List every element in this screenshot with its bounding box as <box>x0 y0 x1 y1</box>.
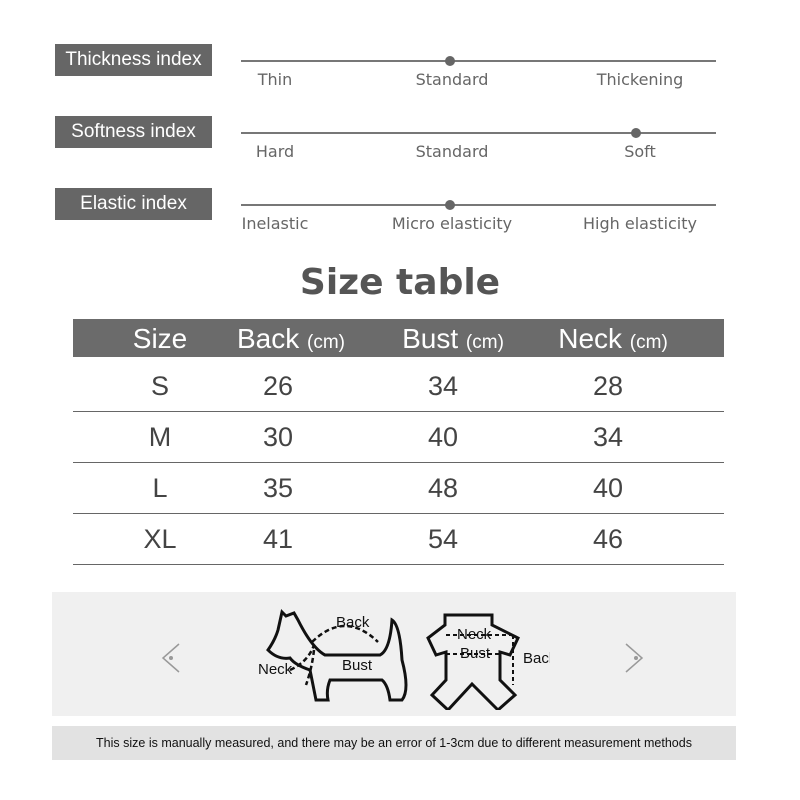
index-option: Thin <box>257 70 293 89</box>
index-scale: Thickness index Thin Standard Thickening <box>0 44 800 104</box>
column-header: Back (cm) <box>236 323 346 354</box>
dog-back-label: Back <box>336 614 370 631</box>
column-header: Neck (cm) <box>558 323 668 354</box>
index-scale: Softness index Hard Standard Soft <box>0 116 800 176</box>
table-cell: 54 <box>427 524 459 554</box>
table-cell: S <box>150 371 170 401</box>
table-row: XL 41 54 46 <box>73 514 724 565</box>
dog-bust-label: Bust <box>342 657 373 674</box>
chevron-left-icon[interactable] <box>157 640 187 676</box>
table-cell: 40 <box>592 473 624 503</box>
table-row: M 30 40 34 <box>73 412 724 463</box>
chevron-right-icon[interactable] <box>620 640 650 676</box>
dog-outline-icon <box>266 609 408 702</box>
table-cell: 48 <box>427 473 459 503</box>
column-header: Size <box>132 323 188 354</box>
table-cell: L <box>152 473 168 503</box>
index-option: Standard <box>415 142 489 161</box>
index-option: High elasticity <box>583 214 697 233</box>
table-cell: 26 <box>262 371 294 401</box>
index-marker <box>445 200 455 210</box>
dog-neck-label: Neck <box>258 661 293 678</box>
table-header: Size Back (cm) Bust (cm) Neck (cm) <box>73 319 724 357</box>
table-cell: 28 <box>592 371 624 401</box>
index-option: Standard <box>415 70 489 89</box>
dog-measurement-diagram: Back Neck Bust Neck Bust Back <box>258 609 550 710</box>
table-cell: 30 <box>262 422 294 452</box>
column-header: Bust (cm) <box>402 323 504 354</box>
index-option: Inelastic <box>241 214 309 233</box>
index-track <box>241 60 716 62</box>
index-option: Soft <box>624 142 656 161</box>
index-option: Thickening <box>596 70 684 89</box>
index-option: Hard <box>255 142 295 161</box>
table-cell: 41 <box>262 524 294 554</box>
index-scale: Elastic index Inelastic Micro elasticity Hi… <box>0 188 800 248</box>
table-row: L 35 48 40 <box>73 463 724 514</box>
clothes-neck-label: Neck <box>457 626 492 643</box>
table-cell: 34 <box>427 371 459 401</box>
table-cell: 46 <box>592 524 624 554</box>
table-cell: XL <box>143 524 177 554</box>
clothes-back-label: Back <box>523 650 550 667</box>
index-label: Elastic index <box>55 188 212 220</box>
size-table-title: Size table <box>299 262 501 303</box>
table-cell: 40 <box>427 422 459 452</box>
measurement-note: This size is manually measured, and ther… <box>52 726 736 760</box>
clothes-bust-label: Bust <box>460 645 491 662</box>
measurement-diagram-panel <box>52 592 736 716</box>
index-track <box>241 132 716 134</box>
index-label: Softness index <box>55 116 212 148</box>
table-cell: 35 <box>262 473 294 503</box>
index-label: Thickness index <box>55 44 212 76</box>
index-track <box>241 204 716 206</box>
table-row: S 26 34 28 <box>73 361 724 412</box>
index-marker <box>445 56 455 66</box>
index-option: Micro elasticity <box>391 214 513 233</box>
table-cell: M <box>148 422 172 452</box>
table-cell: 34 <box>592 422 624 452</box>
index-marker <box>631 128 641 138</box>
